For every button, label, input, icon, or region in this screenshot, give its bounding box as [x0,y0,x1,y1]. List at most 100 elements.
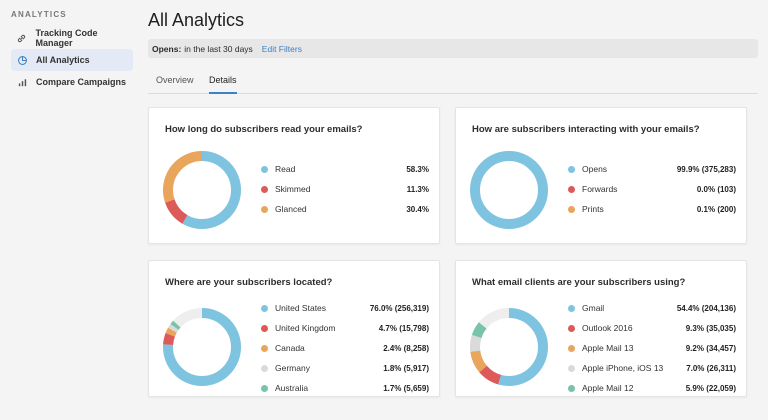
legend-value: 9.2% (34,457) [685,343,736,353]
legend-row: Australia 1.7% (5,659) [261,382,429,394]
donut-chart [163,308,241,386]
legend-row: Gmail 54.4% (204,136) [568,302,736,314]
card-locations: Where are your subscribers located? Unit… [148,260,440,397]
legend-dot [261,304,268,312]
legend-dot [568,205,575,213]
legend-value: 0.0% (103) [696,184,736,194]
card-title: How long do subscribers read your emails… [165,124,363,135]
legend-label: Prints [582,204,604,214]
legend-row: Prints 0.1% (200) [568,203,736,215]
legend-label: Apple Mail 13 [582,343,634,353]
legend-value: 1.8% (5,917) [383,363,429,373]
legend-row: Glanced 30.4% [261,203,429,215]
donut-chart [470,151,548,229]
legend-dot [568,344,575,352]
donut-chart [163,151,241,229]
legend-row: Forwards 0.0% (103) [568,183,736,195]
legend-row: Apple iPhone, iOS 13 7.0% (26,311) [568,362,736,374]
donut-slice-opens [470,151,548,229]
legend-value: 0.1% (200) [696,204,736,214]
legend-dot [261,165,268,173]
legend-label: Opens [582,164,608,174]
bar-chart-icon [15,75,29,89]
filter-label: Opens: [152,43,182,54]
card-title: How are subscribers interacting with you… [472,124,700,135]
tab-bar: Overview Details [148,74,758,94]
legend-dot [568,324,575,332]
sidebar-item-all-analytics[interactable]: All Analytics [11,49,133,71]
legend-label: Outlook 2016 [582,323,633,333]
legend-value: 58.3% [406,164,429,174]
legend-label: Forwards [582,184,618,194]
donut-slice-apple-iphone-ios-13 [470,308,548,386]
legend-value: 76.0% (256,319) [369,303,429,313]
legend-label: United Kingdom [275,323,336,333]
legend-dot [568,165,575,173]
legend-label: Gmail [582,303,605,313]
filter-bar: Opens: in the last 30 days Edit Filters [148,39,758,58]
card-read-time: How long do subscribers read your emails… [148,107,440,244]
link-icon [15,31,28,45]
card-email-clients: What email clients are your subscribers … [455,260,747,397]
pie-chart-icon [15,53,29,67]
legend-label: United States [275,303,327,313]
legend-row: Apple Mail 12 5.9% (22,059) [568,382,736,394]
legend-row: Outlook 2016 9.3% (35,035) [568,322,736,334]
legend-row: Skimmed 11.3% [261,183,429,195]
sidebar-item-compare-campaigns[interactable]: Compare Campaigns [11,71,133,93]
card-title: Where are your subscribers located? [165,277,333,288]
sidebar: ANALYTICS Tracking Code Manager All Anal… [0,0,140,420]
legend-dot [261,185,268,193]
sidebar-heading: ANALYTICS [11,10,67,19]
legend-label: Skimmed [275,184,311,194]
legend-row: Opens 99.9% (375,283) [568,163,736,175]
donut-slice-united-states [163,308,241,386]
legend-value: 7.0% (26,311) [686,363,736,373]
donut-slice-glanced [163,151,241,229]
legend-value: 30.4% [406,204,429,214]
sidebar-item-label: Tracking Code Manager [35,28,98,48]
legend-dot [261,205,268,213]
sidebar-item-label: All Analytics [36,55,90,65]
legend-value: 4.7% (15,798) [378,323,429,333]
legend-dot [261,384,268,392]
legend-row: United States 76.0% (256,319) [261,302,429,314]
legend-dot [568,384,575,392]
legend-value: 99.9% (375,283) [676,164,736,174]
legend-label: Apple iPhone, iOS 13 [582,363,664,373]
legend-dot [568,185,575,193]
legend-row: Apple Mail 13 9.2% (34,457) [568,342,736,354]
tab-details[interactable]: Details [209,75,237,94]
legend-label: Australia [275,383,309,393]
tab-overview[interactable]: Overview [156,75,194,85]
page-title: All Analytics [148,10,245,30]
legend-dot [261,344,268,352]
legend-row: Read 58.3% [261,163,429,175]
legend-row: Canada 2.4% (8,258) [261,342,429,354]
donut-chart [470,308,548,386]
legend-dot [568,304,575,312]
donut-slice-gmail [470,308,548,386]
legend-label: Apple Mail 12 [582,383,634,393]
legend-row: United Kingdom 4.7% (15,798) [261,322,429,334]
legend-value: 9.3% (35,035) [685,323,736,333]
legend-value: 1.7% (5,659) [383,383,429,393]
main-content: All Analytics Opens: in the last 30 days… [148,0,760,420]
legend-label: Read [275,164,296,174]
legend-dot [261,364,268,372]
legend-label: Glanced [275,204,307,214]
legend-dot [261,324,268,332]
legend-value: 5.9% (22,059) [685,383,736,393]
card-title: What email clients are your subscribers … [472,277,686,288]
legend-label: Germany [275,363,310,373]
sidebar-item-tracking-code-manager[interactable]: Tracking Code Manager [11,27,133,49]
card-interactions: How are subscribers interacting with you… [455,107,747,244]
legend-row: Germany 1.8% (5,917) [261,362,429,374]
legend-value: 2.4% (8,258) [383,343,429,353]
filter-value: in the last 30 days [184,43,253,54]
legend-value: 54.4% (204,136) [676,303,736,313]
legend-value: 11.3% [406,184,429,194]
sidebar-item-label: Compare Campaigns [36,77,127,87]
legend-dot [568,364,575,372]
edit-filters-link[interactable]: Edit Filters [261,43,302,54]
